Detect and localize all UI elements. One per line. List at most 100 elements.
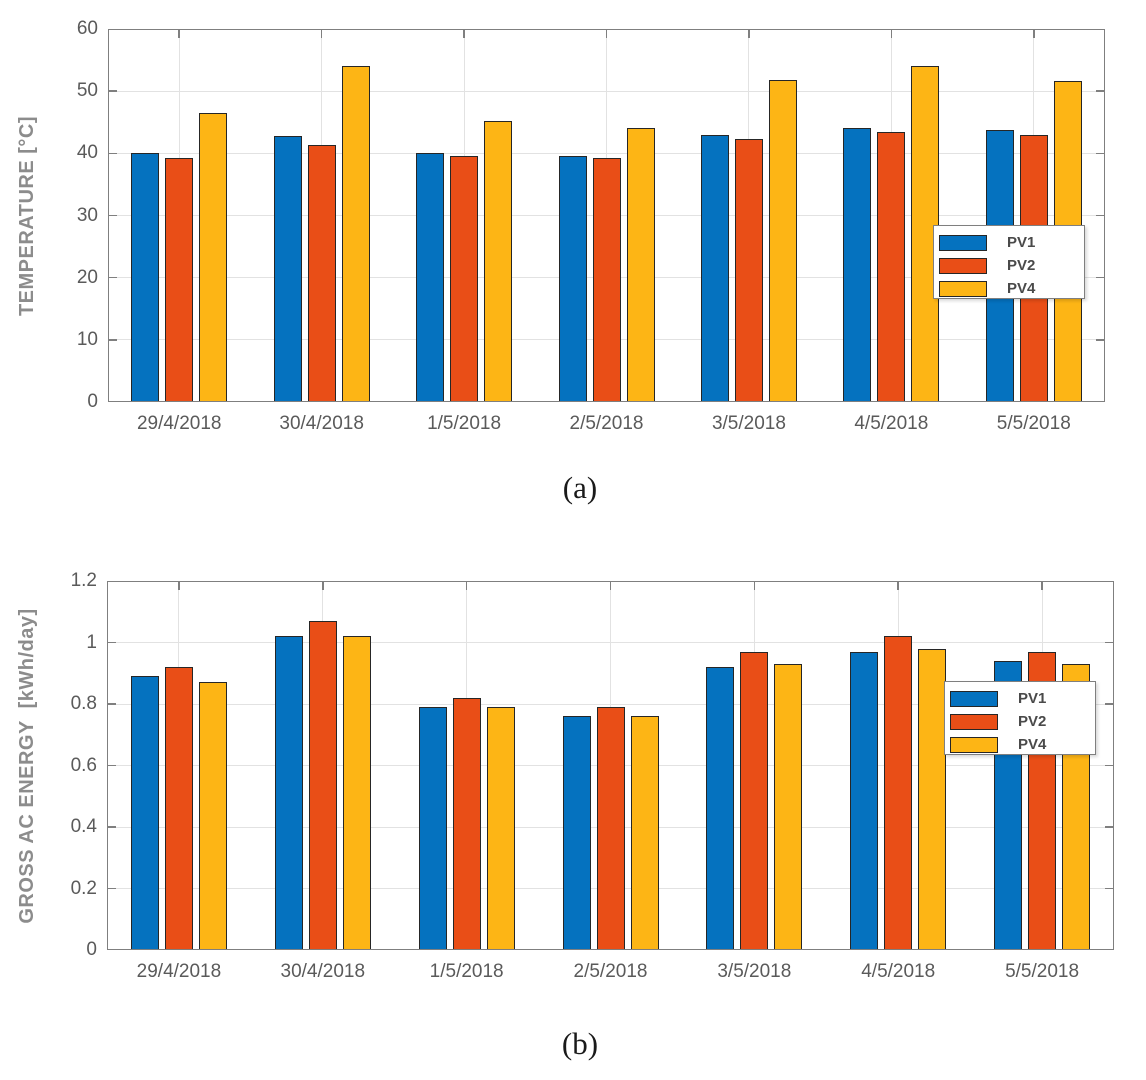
y-tickmark-left <box>108 214 117 217</box>
bar-pv2-3 <box>592 158 621 402</box>
x-tick-label: 1/5/2018 <box>429 961 504 982</box>
y-tickmark-right <box>1105 887 1114 890</box>
legend-row: PV1 <box>950 687 1095 710</box>
y-tickmark-left <box>108 152 117 155</box>
x-tickmark-top <box>897 581 899 590</box>
x-tick-label: 5/5/2018 <box>996 413 1071 434</box>
y-tick-label: 30 <box>76 204 98 226</box>
x-tick-label: 4/5/2018 <box>854 413 929 434</box>
y-tickmark-right <box>1105 764 1114 767</box>
bar-pv1-1 <box>273 135 302 402</box>
legend-label-pv1: PV1 <box>1007 234 1036 251</box>
y-axis-label: TEMPERATURE [°C] <box>16 115 38 316</box>
x-tickmark-top <box>322 581 324 590</box>
x-tickmark-top <box>890 29 893 38</box>
x-tick-label: 3/5/2018 <box>711 413 786 434</box>
x-tick-label: 29/4/2018 <box>136 413 222 434</box>
legend-row: PV1 <box>939 231 1084 254</box>
bar-pv2-2 <box>452 697 481 950</box>
bar-pv1-0 <box>131 153 160 402</box>
y-tickmark-left <box>108 90 117 92</box>
bar-pv4-2 <box>486 707 515 950</box>
legend-swatch-pv1 <box>939 234 987 251</box>
y-tickmark-right <box>1096 214 1105 217</box>
x-tickmark-top <box>463 29 465 38</box>
bar-pv1-2 <box>416 153 445 402</box>
bar-pv1-3 <box>558 155 587 402</box>
x-tickmark-top <box>178 29 180 38</box>
y-tickmark-right <box>1105 641 1114 644</box>
legend-row: PV2 <box>939 254 1084 277</box>
x-tickmark-top <box>465 581 468 590</box>
legend-label-pv2: PV2 <box>1018 713 1047 730</box>
bar-pv4-5 <box>918 648 947 950</box>
legend-row: PV4 <box>950 733 1095 756</box>
bar-pv2-1 <box>308 620 337 950</box>
caption-b: (b) <box>561 1026 599 1061</box>
bar-pv1-4 <box>706 667 735 950</box>
plot-area <box>108 29 1105 402</box>
legend-label-pv2: PV2 <box>1007 257 1036 274</box>
y-tickmark-left <box>107 826 116 828</box>
bar-pv2-5 <box>884 636 913 950</box>
legend-swatch-pv4 <box>950 736 998 753</box>
y-tick-label: 60 <box>76 18 98 39</box>
x-tick-label: 2/5/2018 <box>573 961 648 982</box>
y-tick-label: 1 <box>86 631 97 653</box>
bar-pv4-1 <box>342 636 371 950</box>
x-tick-label: 1/5/2018 <box>427 413 502 434</box>
legend-swatch-pv2 <box>939 257 987 274</box>
y-tick-label: 10 <box>76 328 98 350</box>
x-tick-label: 5/5/2018 <box>1005 961 1080 982</box>
x-tick-label: 2/5/2018 <box>569 413 644 434</box>
x-tick-label: 29/4/2018 <box>136 961 222 982</box>
legend: PV1 PV2 PV4 <box>933 225 1085 299</box>
bar-pv4-4 <box>774 664 803 950</box>
y-tickmark-left <box>108 339 117 341</box>
y-tick-label: 0 <box>86 939 97 960</box>
x-tickmark-top <box>178 581 180 590</box>
bar-pv1-5 <box>843 128 872 402</box>
bar-pv4-0 <box>198 682 227 950</box>
plot-area <box>107 581 1114 950</box>
x-tick-label: 4/5/2018 <box>861 961 936 982</box>
y-tickmark-right <box>1096 90 1105 92</box>
y-tickmark-left <box>107 764 116 767</box>
y-tickmark-left <box>108 276 117 279</box>
y-tickmark-right <box>1105 703 1114 705</box>
y-tickmark-left <box>107 641 116 644</box>
bar-pv4-1 <box>341 66 370 402</box>
y-tick-label: 0.8 <box>70 693 97 714</box>
y-tickmark-right <box>1096 276 1105 279</box>
y-tickmark-right <box>1096 152 1105 155</box>
bar-pv1-4 <box>700 134 729 402</box>
bar-pv1-2 <box>418 707 447 950</box>
legend: PV1 PV2 PV4 <box>944 681 1096 755</box>
x-tickmark-top <box>605 29 608 38</box>
x-tickmark-top <box>753 581 756 590</box>
bar-pv2-1 <box>307 144 336 402</box>
y-tickmark-left <box>107 703 116 705</box>
y-tick-label: 0.2 <box>70 877 97 899</box>
legend-swatch-pv4 <box>939 280 987 297</box>
x-tick-label: 3/5/2018 <box>717 961 792 982</box>
y-tickmark-right <box>1096 339 1105 341</box>
legend-label-pv4: PV4 <box>1018 736 1047 753</box>
bar-pv2-0 <box>164 667 193 950</box>
bar-pv1-0 <box>130 676 159 950</box>
legend-swatch-pv2 <box>950 713 998 730</box>
x-tickmark-top <box>1041 581 1043 590</box>
x-tickmark-top <box>320 29 323 38</box>
bar-pv4-0 <box>199 112 228 402</box>
x-tick-label: 30/4/2018 <box>280 961 366 982</box>
x-tick-label: 30/4/2018 <box>279 413 364 434</box>
caption-a: (a) <box>562 470 598 505</box>
bar-pv4-4 <box>768 79 797 402</box>
x-tickmark-top <box>1033 29 1035 38</box>
bar-pv2-0 <box>165 158 194 402</box>
legend-row: PV4 <box>939 277 1084 300</box>
bar-pv1-1 <box>274 636 303 950</box>
legend-swatch-pv1 <box>950 690 998 707</box>
bar-pv2-4 <box>740 651 769 950</box>
y-tick-label: 50 <box>76 80 98 102</box>
